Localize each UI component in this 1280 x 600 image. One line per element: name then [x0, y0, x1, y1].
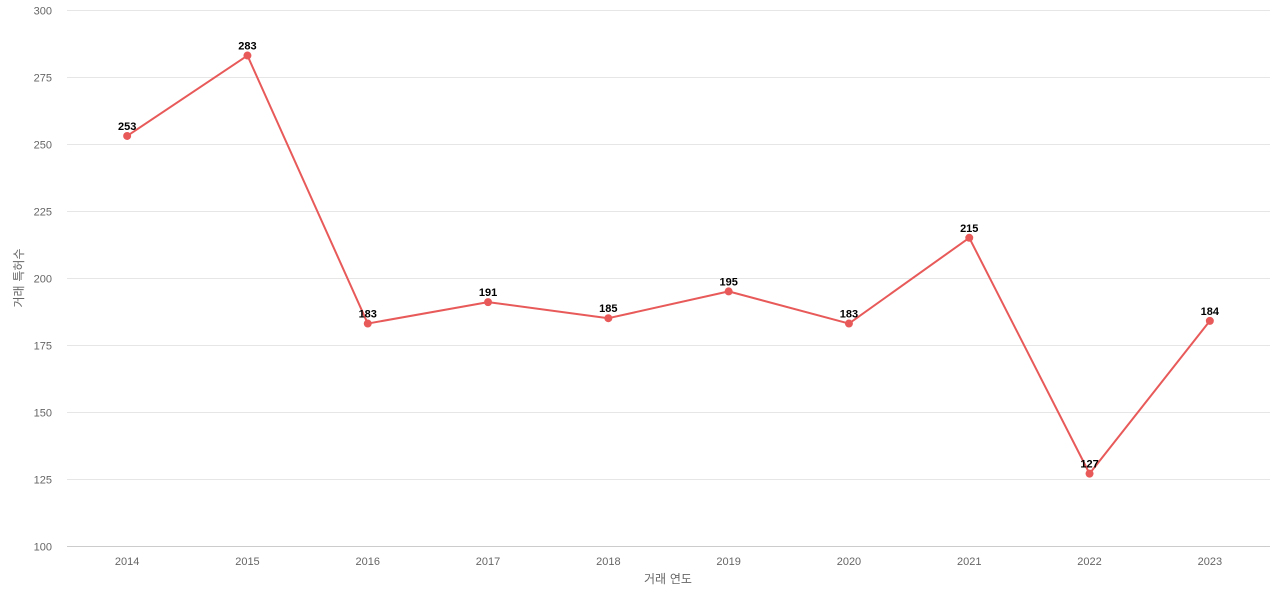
series-line-path: [126, 54, 1211, 475]
y-tick-label: 200: [34, 274, 52, 286]
y-tick-label: 225: [34, 207, 52, 219]
x-tick-label: 2015: [235, 556, 259, 568]
x-tick-label: 2019: [716, 556, 740, 568]
x-tick-label: 2017: [476, 556, 500, 568]
data-points: [123, 51, 1214, 478]
data-point: [243, 51, 252, 60]
x-tick-label: 2021: [957, 556, 981, 568]
data-labels: 253 283 183 191 185 195 183 215 127 184: [118, 41, 1220, 471]
y-tick-label: 300: [34, 6, 52, 18]
y-tick-label: 100: [34, 542, 52, 554]
x-tick-label: 2014: [115, 556, 139, 568]
x-tick-label: 2022: [1077, 556, 1101, 568]
data-label: 127: [1080, 459, 1098, 471]
data-point: [724, 287, 733, 296]
y-axis-title: 거래 특허수: [12, 248, 26, 307]
data-point: [363, 319, 372, 328]
x-tick-label: 2023: [1198, 556, 1222, 568]
data-point: [484, 298, 493, 307]
x-tick-label: 2020: [837, 556, 861, 568]
data-label: 283: [238, 41, 256, 53]
data-label: 191: [479, 287, 497, 299]
data-point: [844, 319, 853, 328]
data-point: [123, 131, 132, 140]
data-point: [965, 233, 974, 242]
data-label: 184: [1201, 306, 1220, 318]
x-tick-label: 2016: [356, 556, 380, 568]
data-label: 195: [719, 276, 737, 288]
y-axis-ticks: 100 125 150 175 200 225 250 275 300: [34, 6, 52, 554]
x-axis-title: 거래 연도: [644, 572, 692, 586]
y-tick-label: 250: [34, 140, 52, 152]
y-tick-label: 125: [34, 475, 52, 487]
y-tick-label: 175: [34, 341, 52, 353]
y-tick-label: 150: [34, 408, 52, 420]
data-label: 215: [960, 223, 978, 235]
data-point: [1205, 316, 1214, 325]
data-label: 253: [118, 121, 136, 133]
x-axis-ticks: 2014 2015 2016 2017 2018 2019 2020 2021 2022 2023: [115, 556, 1222, 568]
series-line: [126, 54, 1211, 475]
data-point: [604, 314, 613, 323]
data-label: 185: [599, 303, 617, 315]
x-tick-label: 2018: [596, 556, 620, 568]
data-point: [1085, 469, 1094, 478]
gridlines: [67, 10, 1270, 547]
y-tick-label: 275: [34, 73, 52, 85]
data-label: 183: [359, 309, 377, 321]
data-label: 183: [840, 309, 858, 321]
